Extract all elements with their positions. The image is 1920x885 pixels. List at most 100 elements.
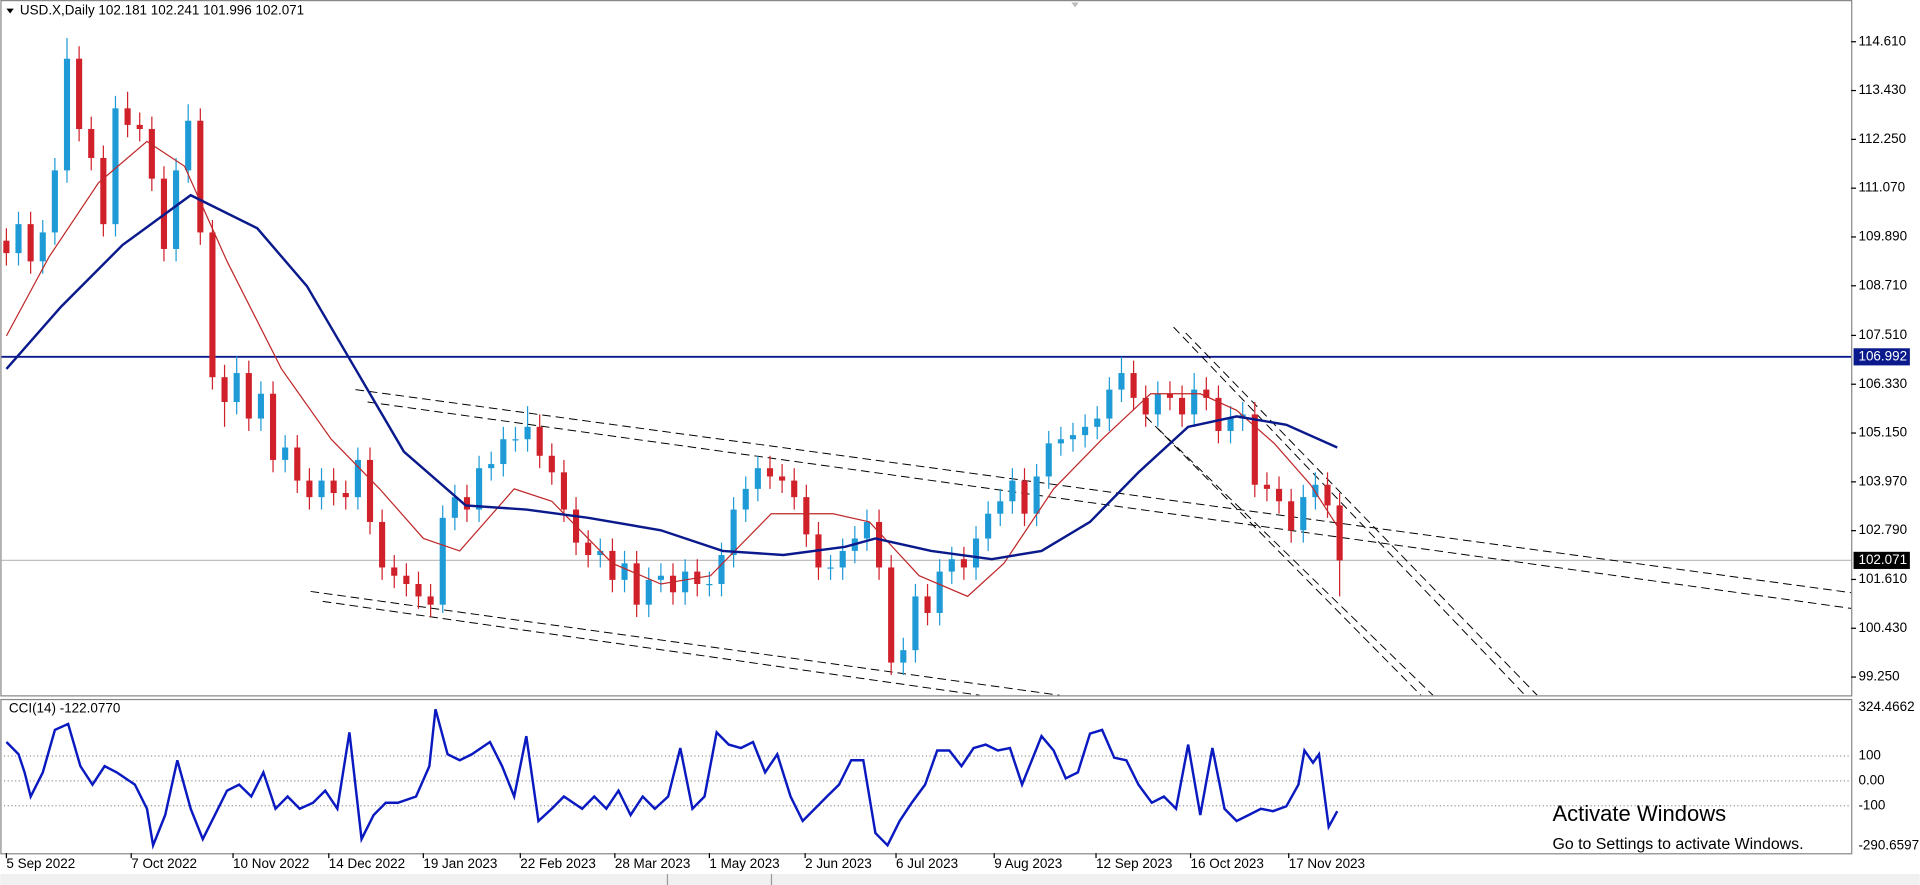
candle-body (1288, 501, 1295, 531)
candle-body (1154, 393, 1161, 415)
candle-body (1300, 497, 1307, 531)
candle-body (51, 170, 58, 233)
candle-body (209, 232, 216, 378)
candle-body (645, 579, 652, 605)
x-tick-label: 10 Nov 2022 (233, 856, 309, 871)
candle-body (706, 584, 713, 586)
candle-body (185, 120, 192, 171)
last-price-bg (1853, 551, 1910, 569)
axes: 114.610 113.430 112.250 111.070 109.890 108.7… (5, 33, 1919, 871)
candle-body (960, 559, 967, 568)
cci-tick-label: 0.00 (1858, 772, 1884, 787)
candle-body (1094, 418, 1101, 427)
candle-body (366, 459, 374, 522)
trendline (310, 590, 1060, 696)
candle-body (803, 497, 810, 535)
x-tick-label: 22 Feb 2023 (520, 856, 596, 871)
trendline (367, 401, 1852, 609)
x-tick-label: 28 Mar 2023 (615, 856, 691, 871)
candle-body (415, 584, 422, 597)
candle-body (476, 468, 483, 510)
y-tick-label: 109.890 (1858, 229, 1907, 244)
candle-body (682, 571, 689, 593)
moving-average (5, 193, 1338, 561)
y-tick-label: 101.610 (1858, 571, 1907, 586)
x-tick-label: 5 Sep 2022 (6, 856, 75, 871)
candle-body (1275, 488, 1283, 502)
trendline (1185, 332, 1538, 696)
candle-body (1312, 484, 1319, 498)
candle-body (1142, 397, 1149, 415)
candle-body (766, 468, 774, 477)
scroll-marker (1071, 2, 1079, 8)
y-tick-label: 105.150 (1858, 425, 1907, 440)
candle-body (1033, 476, 1040, 514)
watermark-subtitle: Go to Settings to activate Windows. (1552, 836, 1803, 853)
candle-body (948, 559, 955, 572)
cci-plot (1, 708, 1852, 850)
x-tick-label: 1 May 2023 (709, 856, 779, 871)
watermark-title: Activate Windows (1552, 801, 1726, 826)
candle-body (463, 497, 471, 510)
candle-body (1336, 505, 1343, 561)
candle-body (1130, 373, 1137, 398)
candle-body (633, 563, 640, 605)
candle-body (245, 373, 252, 419)
candle-body (1118, 373, 1125, 390)
candle-body (306, 480, 313, 498)
candle-body (1009, 480, 1016, 502)
cci-tick-label: -100 (1858, 797, 1885, 812)
candle-body (1069, 435, 1077, 440)
candle-body (1227, 418, 1234, 431)
y-tick-label: 106.330 (1858, 376, 1907, 391)
candle-body (63, 58, 71, 171)
candle-body (148, 129, 155, 179)
y-tick-label: 112.250 (1858, 131, 1906, 146)
candle-body (1203, 389, 1210, 398)
candle-body (888, 567, 895, 663)
candle-body (669, 575, 677, 593)
cci-panel-frame (0, 698, 1853, 855)
candle-body (1082, 426, 1089, 436)
trendline (322, 600, 980, 696)
candle-body (560, 472, 567, 510)
candle-body (391, 567, 398, 576)
x-tick-label: 7 Oct 2022 (131, 856, 197, 871)
candle-body (269, 393, 277, 460)
y-tick-label: 111.070 (1858, 180, 1905, 195)
candle-body (718, 555, 725, 585)
candle-body (621, 563, 628, 580)
trendline (1157, 428, 1434, 696)
candle-body (294, 447, 301, 481)
y-tick-label: 100.430 (1858, 620, 1907, 635)
y-tick-label: 107.510 (1858, 327, 1907, 342)
candle-body (88, 129, 95, 158)
candle-body (609, 550, 616, 580)
price-plot (1, 38, 1852, 696)
candle-body (997, 501, 1004, 514)
level-label-bg (1853, 348, 1910, 366)
y-tick-label: 102.790 (1858, 522, 1907, 537)
y-tick-label: 113.430 (1858, 82, 1906, 97)
candle-body (742, 488, 749, 510)
candle-body (342, 493, 349, 498)
cci-line (5, 708, 1339, 850)
level-label: 106.992 (1858, 348, 1907, 363)
candle-body (876, 521, 883, 568)
candle-body (1106, 389, 1113, 419)
x-tick-label: 16 Oct 2023 (1191, 856, 1264, 871)
candle-body (403, 575, 410, 585)
last-price-label: 102.071 (1858, 552, 1907, 567)
candle-body (136, 124, 143, 130)
candle-body (427, 596, 434, 605)
x-tick-label: 12 Sep 2023 (1096, 856, 1172, 871)
candle-body (451, 497, 458, 518)
candle-body (439, 517, 446, 605)
cci-header: CCI(14) -122.0770 (9, 700, 120, 715)
candle-body (985, 513, 992, 539)
y-tick-label: 103.970 (1858, 473, 1907, 488)
candle-body (1179, 397, 1186, 415)
candle-body (233, 373, 240, 403)
candle-body (1263, 484, 1270, 489)
